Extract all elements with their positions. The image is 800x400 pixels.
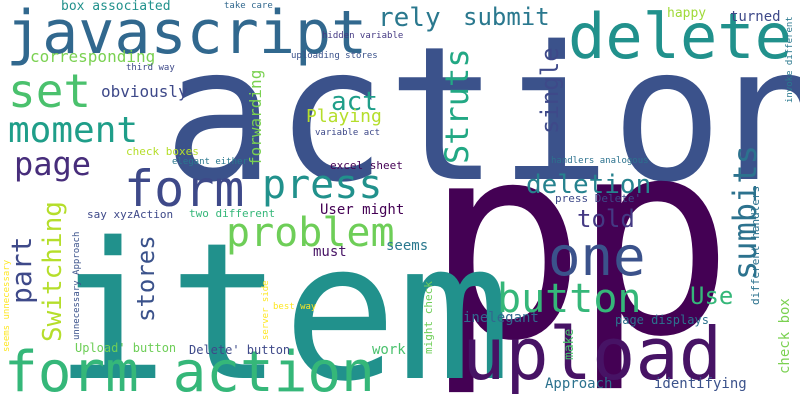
word-inelegant: inelegant — [463, 310, 539, 326]
word-might-check: might check — [422, 281, 435, 354]
word-one: one — [548, 225, 646, 288]
word-page-displays: page displays — [615, 313, 709, 327]
word-turned: turned — [730, 9, 781, 25]
word-seems-unnecessary: seems unnecessary — [2, 259, 12, 352]
word-corresponding: corresponding — [30, 47, 156, 66]
word-work: work — [372, 342, 406, 358]
word-check-box: check box — [777, 298, 793, 374]
word-set: set — [8, 64, 92, 118]
word-variable-act: variable act — [315, 128, 381, 138]
word-moment: moment — [8, 110, 139, 151]
word-press: press — [262, 162, 383, 208]
word-elegant-either: elegant either — [172, 157, 248, 167]
word-deletion: deletion — [526, 170, 652, 200]
word-submit: submit — [463, 3, 550, 31]
word-p-right: p — [572, 81, 735, 396]
word-obviously: obviously — [101, 82, 188, 101]
word-delete: delete — [568, 0, 792, 73]
word-action: action — [163, 6, 800, 223]
word-problem: problem — [226, 210, 395, 256]
word-make: make — [562, 328, 577, 360]
word-say-xyzaction: say xyzAction — [87, 208, 174, 221]
word-told: told — [577, 205, 635, 233]
word-switching: Switching — [38, 201, 68, 342]
word-best-way: best way — [273, 302, 317, 312]
word-approach: Approach — [545, 376, 613, 392]
word-server-side: server side — [261, 280, 271, 340]
word-upload: upload — [462, 312, 723, 396]
word-form-action: form action — [4, 340, 375, 400]
word-box-associated: box associated — [61, 0, 171, 14]
word-third-way: third way — [126, 63, 175, 73]
word-javascript: javascript — [6, 0, 368, 68]
word-button: button — [497, 276, 642, 322]
word-forwarding: forwarding — [246, 69, 265, 166]
word-uploading-stores: uploading stores — [291, 51, 378, 61]
word-form: form — [124, 160, 245, 218]
word-invoke-different: invoke different — [785, 16, 795, 103]
word-must: must — [313, 244, 347, 260]
word-struts: Struts — [438, 48, 476, 164]
word-rely: rely — [378, 3, 441, 33]
word-handlers-analogous: handlers analogous — [551, 156, 649, 166]
word-two-different: two different — [189, 207, 276, 220]
word-playing: Playing — [306, 106, 382, 127]
word-happy: happy — [667, 6, 707, 21]
word-delete-button: Delete' button — [189, 343, 291, 357]
word-single: single — [536, 47, 564, 134]
word-excel-sheet: excel sheet — [330, 159, 403, 172]
word-part: part — [5, 236, 38, 304]
word-press-delete: press Delete' — [555, 192, 642, 205]
word-item: item — [54, 202, 512, 400]
word-check-boxes: check boxes — [126, 145, 199, 158]
word-upload-button: Upload' button — [75, 341, 177, 355]
word-page: page — [14, 145, 92, 183]
word-p-left: p — [424, 85, 587, 400]
word-stores: stores — [132, 235, 160, 322]
word-use: Use — [690, 282, 734, 310]
word-act: act — [331, 87, 378, 117]
word-unnecessary-approach: unnecessary Approach — [72, 231, 82, 340]
word-take-care: take care — [224, 1, 273, 11]
word-user-might: User might — [320, 202, 405, 218]
word-different-handlers: different handlers — [749, 185, 762, 305]
word-identifying: identifying — [654, 376, 747, 392]
word-hidden-variable: hidden variable — [322, 31, 404, 41]
word-seems: seems — [386, 238, 429, 254]
